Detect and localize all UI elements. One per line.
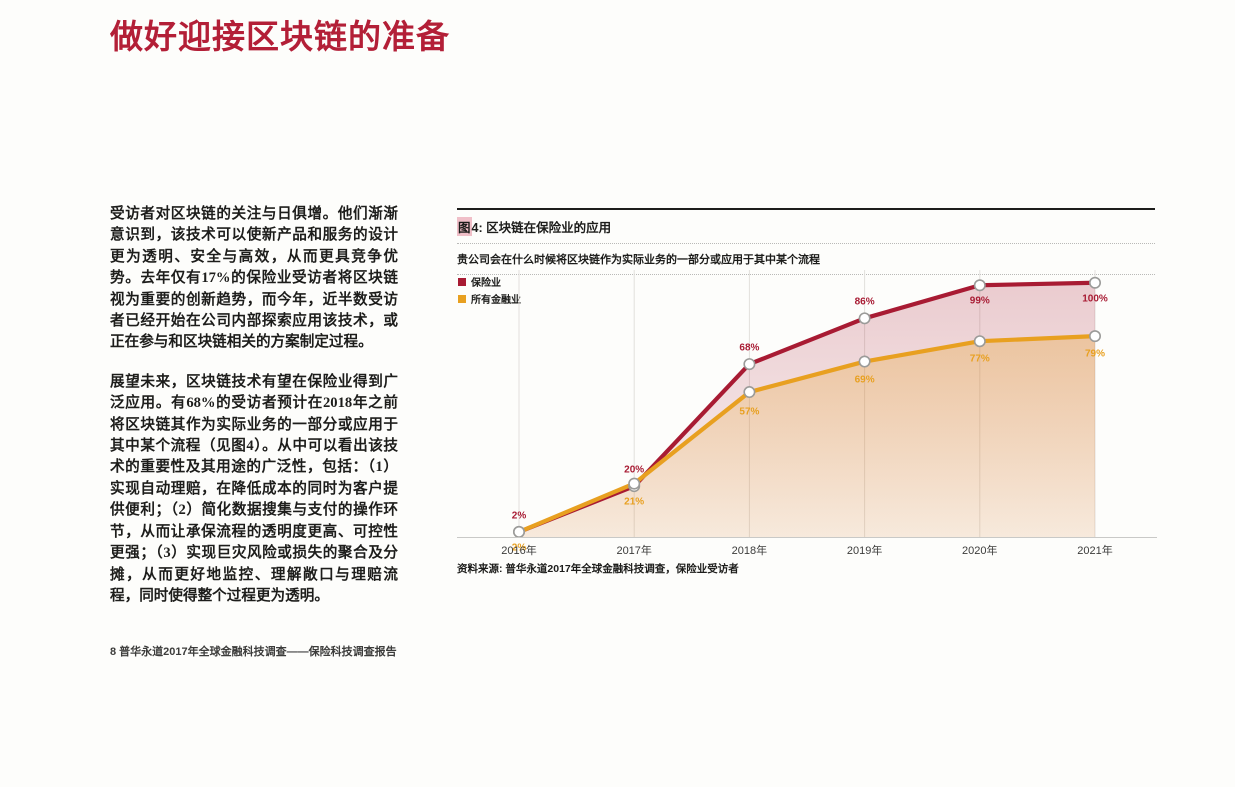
x-tick-label: 2021年 — [1077, 545, 1113, 557]
legend-item-insurance: 保险业 — [458, 274, 521, 289]
paragraph-1: 受访者对区块链的关注与日俱增。他们渐渐意识到，该技术可以使新产品和服务的设计更为… — [110, 206, 398, 351]
x-tick-label: 2016年 — [501, 545, 537, 557]
chart-divider-2 — [457, 274, 1155, 275]
chart-x-axis: 2016年 2017年 2018年 2019年 2020年 2021年 — [457, 537, 1157, 559]
paragraph-2: 展望未来，区块链技术有望在保险业得到广泛应用。有68%的受访者预计在2018年之… — [110, 373, 398, 604]
legend-item-all-financial: 所有金融业 — [458, 291, 521, 306]
chart-legend: 保险业 所有金融业 — [458, 274, 521, 308]
chart-plot-area — [457, 262, 1157, 537]
chart-source-note: 资料来源: 普华永道2017年全球金融科技调查，保险业受访者 — [457, 563, 739, 575]
legend-swatch-insurance — [458, 277, 466, 286]
chart-top-rule — [457, 208, 1155, 210]
x-tick-label: 2017年 — [616, 545, 652, 557]
chart-title: 图 4: 区块链在保险业的应用 — [457, 217, 1155, 236]
legend-swatch-all-financial — [458, 294, 466, 303]
chart-header-block: 图 4: 区块链在保险业的应用 贵公司会在什么时候将区块链作为实际业务的一部分或… — [457, 208, 1155, 275]
page-footer: 8 普华永道2017年全球金融科技调查——保险科技调查报告 — [110, 646, 397, 658]
figure-title-text: 4: 区块链在保险业的应用 — [471, 221, 612, 235]
x-axis-line — [457, 537, 1157, 538]
x-tick-label: 2019年 — [846, 545, 883, 557]
article-body: 受访者对区块链的关注与日俱增。他们渐渐意识到，该技术可以使新产品和服务的设计更为… — [110, 204, 398, 625]
legend-label-insurance: 保险业 — [471, 278, 501, 289]
x-tick-label: 2020年 — [962, 545, 998, 557]
x-tick-label: 2018年 — [731, 545, 768, 557]
page-title: 做好迎接区块链的准备 — [110, 20, 450, 56]
figure-badge: 图 — [457, 217, 472, 236]
line-chart-svg — [513, 270, 1101, 537]
legend-label-all-financial: 所有金融业 — [471, 295, 521, 306]
chart-subtitle: 贵公司会在什么时候将区块链作为实际业务的一部分或应用于其中某个流程 — [457, 254, 820, 266]
chart-divider-1 — [457, 243, 1155, 244]
